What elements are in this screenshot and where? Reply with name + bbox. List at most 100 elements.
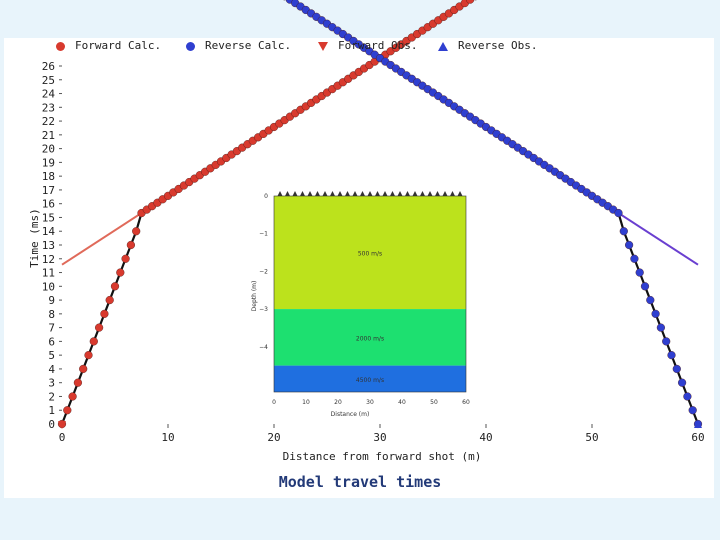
layer-velocity-label: 4500 m/s [356,377,384,384]
y-tick-label: 9 [48,294,55,307]
reverse-calc-point [672,364,681,374]
y-tick-label: 16 [42,198,55,211]
red-dot-icon [56,41,65,51]
reverse-calc-point [619,227,628,236]
y-tick-label: 23 [42,101,55,114]
reverse-calc-point [614,208,623,218]
inset-y-tick-label: −2 [259,268,268,275]
forward-calc-point [89,337,98,346]
y-tick-label: 19 [42,156,55,169]
y-tick-label: 12 [42,253,55,266]
forward-calc-point [116,268,125,277]
layer-velocity-label: 500 m/s [358,251,382,258]
y-tick-label: 13 [42,239,55,252]
model-layer [274,365,466,392]
forward-calc-point [105,295,114,305]
x-axis-label: Distance from forward shot (m) [283,450,482,463]
x-tick-label: 50 [585,431,598,444]
inset-y-tick-label: −3 [259,306,268,313]
inset-x-tick-label: 20 [334,399,342,406]
forward-calc-point [466,0,475,4]
legend-label: Forward Obs. [338,39,418,52]
forward-calc-point [79,364,88,374]
forward-calc-point [63,406,72,415]
inset-y-tick-label: 0 [264,193,268,200]
receiver-marker [322,191,328,196]
red-triangle-down-icon [318,41,328,51]
receiver-marker [442,191,448,196]
receiver-marker [450,191,455,196]
inset-x-tick-label: 50 [430,399,438,406]
y-tick-label: 26 [42,60,55,73]
y-tick-label: 1 [48,404,55,417]
reverse-calc-point [635,268,644,277]
y-tick-label: 20 [42,143,55,156]
receiver-marker [300,191,305,196]
receiver-marker [427,191,433,196]
y-axis-label: Time (ms) [28,208,41,268]
receiver-marker [315,191,320,196]
y-tick-label: 6 [48,335,55,348]
receiver-marker [390,191,395,196]
inset-y-tick-label: −4 [259,344,268,351]
inset-x-axis-label: Distance (m) [331,411,370,418]
receiver-marker [277,191,283,196]
forward-calc-point [94,323,104,332]
y-tick-label: 15 [42,211,55,224]
receiver-marker [435,191,440,196]
y-tick-label: 11 [42,267,55,280]
forward-calc-point [121,254,130,263]
inset-x-tick-label: 60 [462,399,470,406]
inset-y-tick-label: −1 [259,231,268,238]
receiver-marker [337,191,343,196]
legend-label: Reverse Calc. [205,39,292,52]
x-tick-label: 40 [479,431,492,444]
x-tick-label: 0 [59,431,66,444]
inset-x-tick-label: 10 [302,399,310,406]
receiver-marker [397,191,403,196]
receiver-marker [367,191,373,196]
y-tick-label: 8 [48,308,55,321]
reverse-calc-point [640,282,650,291]
legend-item-reverse-calc: Reverse Calc. [186,39,291,52]
chart-legend: Forward Calc. Reverse Calc. Forward Obs.… [0,38,720,54]
inset-x-tick-label: 30 [366,399,374,406]
y-tick-label: 5 [48,349,55,362]
x-tick-label: 60 [691,431,704,444]
forward-obs-marker [58,421,66,429]
receiver-marker [352,191,358,196]
reverse-calc-point [667,351,676,360]
y-tick-label: 4 [48,363,55,376]
reverse-calc-point [656,323,666,332]
y-tick-label: 18 [42,170,55,183]
y-tick-label: 2 [48,390,55,403]
reverse-calc-point [624,240,634,250]
legend-label: Reverse Obs. [458,39,538,52]
receiver-marker [382,191,388,196]
receiver-marker [292,191,298,196]
model-layer [274,309,466,366]
blue-triangle-up-icon [438,41,448,51]
forward-calc-point [126,240,135,250]
legend-item-forward-obs: Forward Obs. [318,39,417,52]
y-tick-label: 0 [48,418,55,431]
y-tick-label: 17 [42,184,55,197]
reverse-calc-point [651,309,660,318]
y-tick-label: 25 [42,74,55,87]
reverse-calc-point [677,378,687,387]
legend-label: Forward Calc. [75,39,162,52]
layer-velocity-label: 2000 m/s [356,335,384,342]
receiver-marker [412,191,418,196]
receiver-marker [375,191,380,196]
forward-calc-point [73,378,83,387]
legend-item-reverse-obs: Reverse Obs. [438,39,537,52]
receiver-marker [307,191,313,196]
receiver-marker [330,191,335,196]
legend-item-forward-calc: Forward Calc. [56,39,161,52]
receiver-marker [285,191,290,196]
receiver-marker [420,191,425,196]
y-tick-label: 24 [42,88,56,101]
x-tick-label: 30 [373,431,386,444]
inset-y-axis-label: Depth (m) [251,281,258,312]
